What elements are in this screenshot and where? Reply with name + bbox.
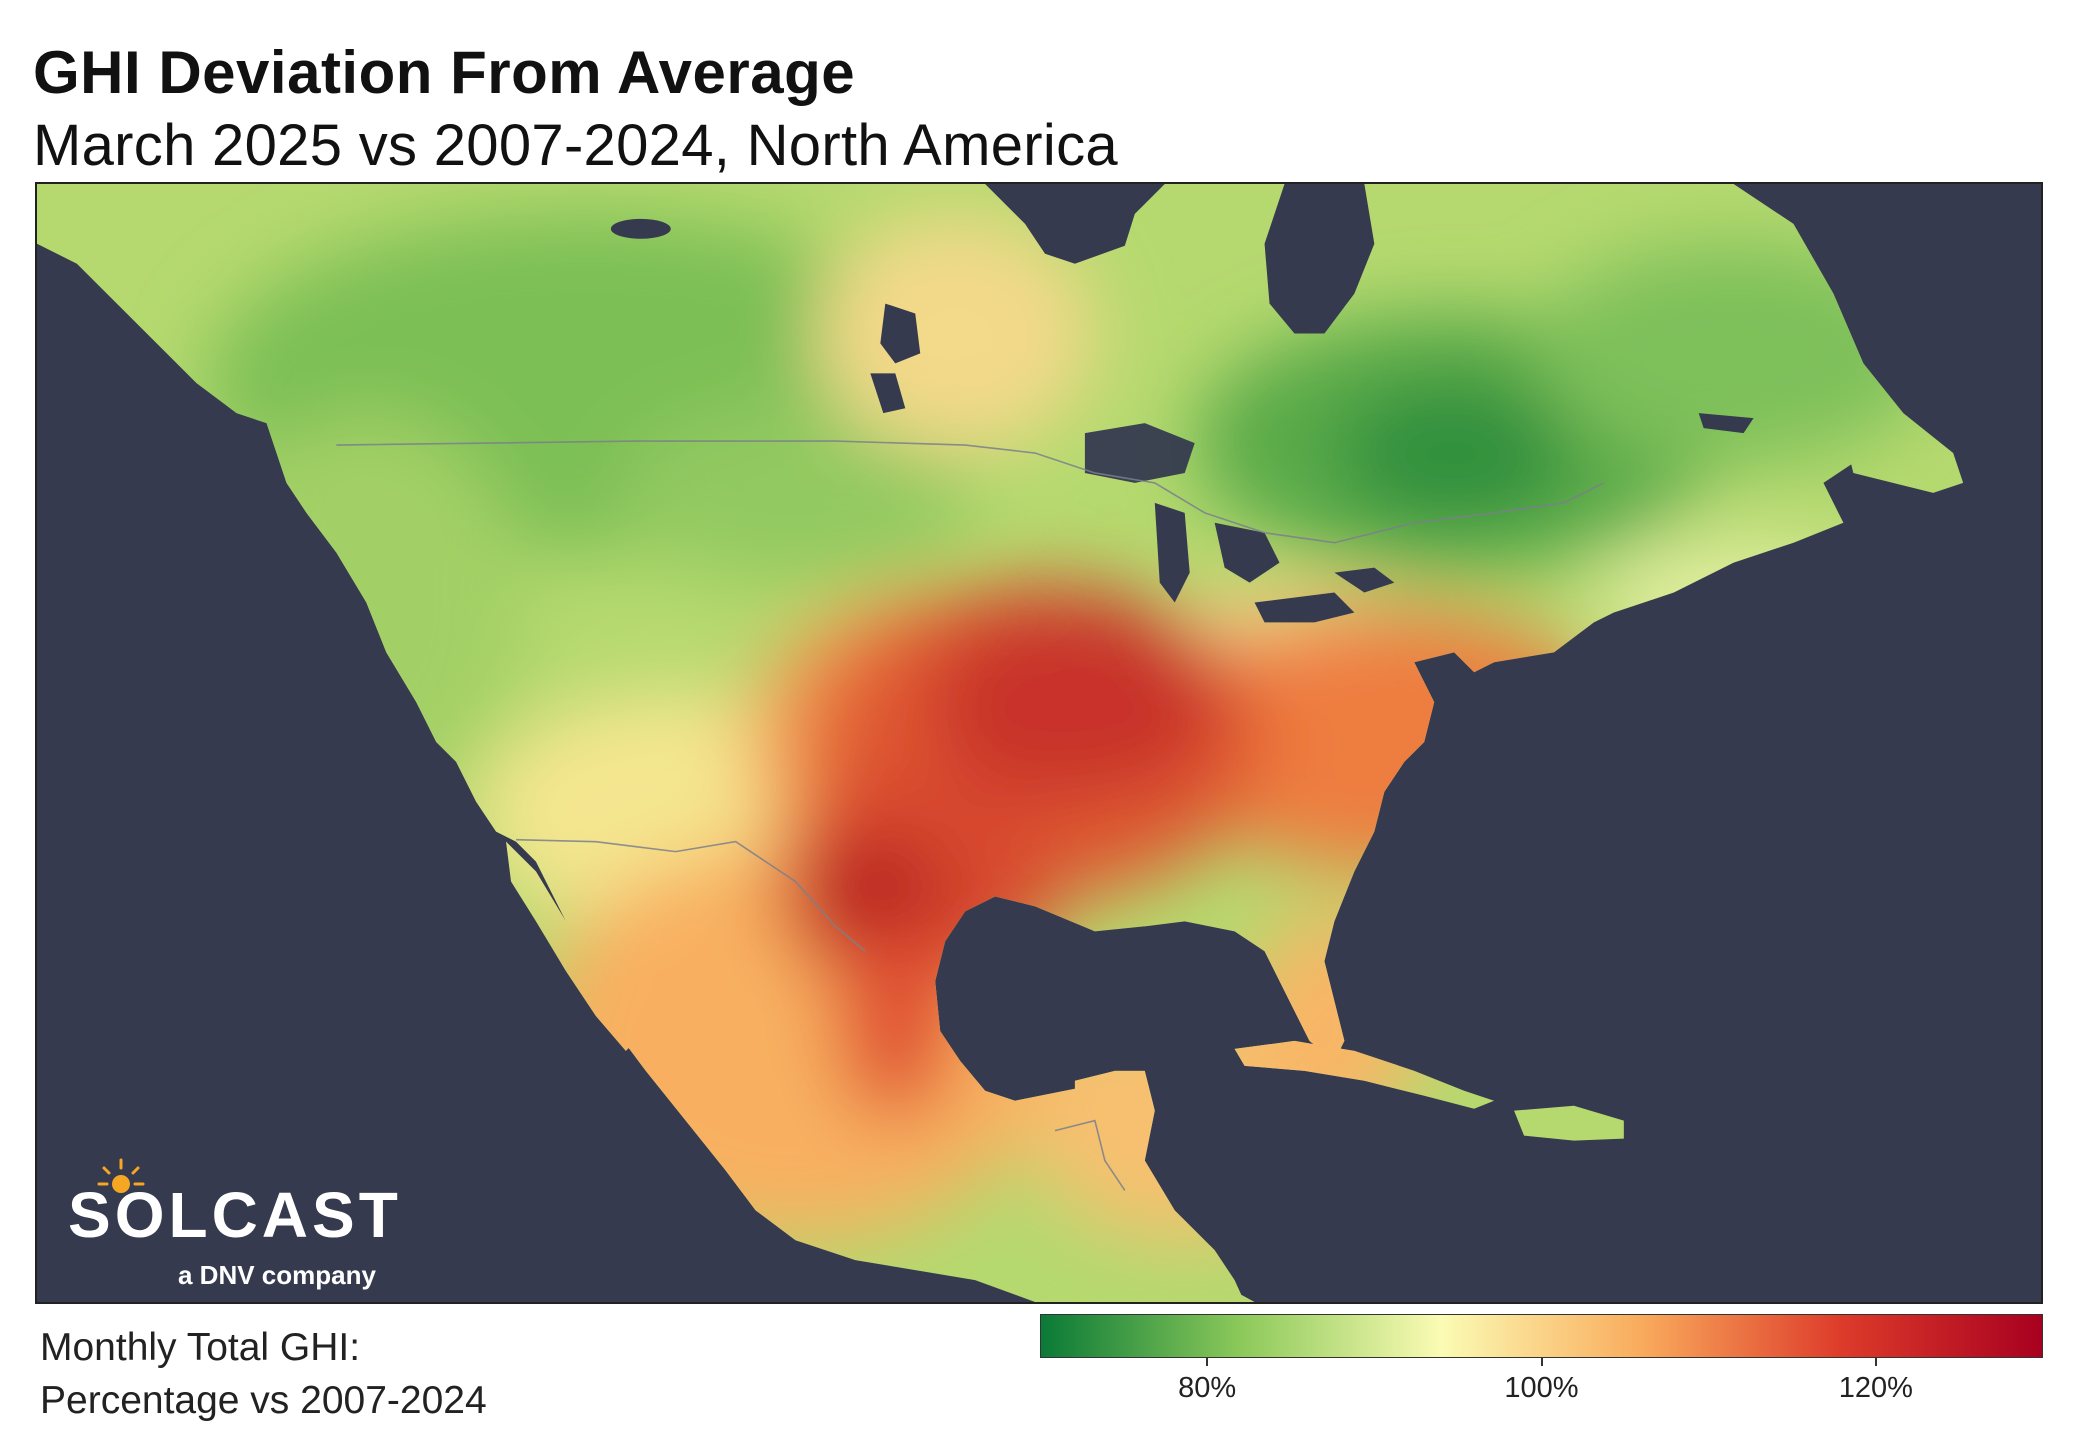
north-america-map (37, 184, 2041, 1302)
country-borders (336, 440, 1605, 1191)
chart-subtitle: March 2025 vs 2007-2024, North America (33, 113, 1118, 178)
legend-tick (1874, 1358, 1877, 1366)
solcast-logo: SOLCAST (68, 1179, 402, 1251)
legend-label: Monthly Total GHI: Percentage vs 2007-20… (40, 1322, 487, 1427)
chart-title: GHI Deviation From Average (33, 39, 856, 106)
legend-tick (1540, 1358, 1543, 1366)
legend-label-line2: Percentage vs 2007-2024 (40, 1378, 487, 1422)
legend-tick (1206, 1358, 1209, 1366)
map-panel (35, 182, 2043, 1304)
solcast-sun-icon (97, 1158, 145, 1193)
legend-tick-label: 100% (1504, 1372, 1579, 1404)
legend-tick-label: 80% (1178, 1372, 1237, 1404)
solcast-tagline: a DNV company (178, 1260, 376, 1290)
legend-tick-label: 120% (1838, 1372, 1913, 1404)
lakes (610, 184, 1754, 623)
legend-label-line1: Monthly Total GHI: (40, 1326, 361, 1369)
legend-colorbar (1040, 1314, 2043, 1358)
